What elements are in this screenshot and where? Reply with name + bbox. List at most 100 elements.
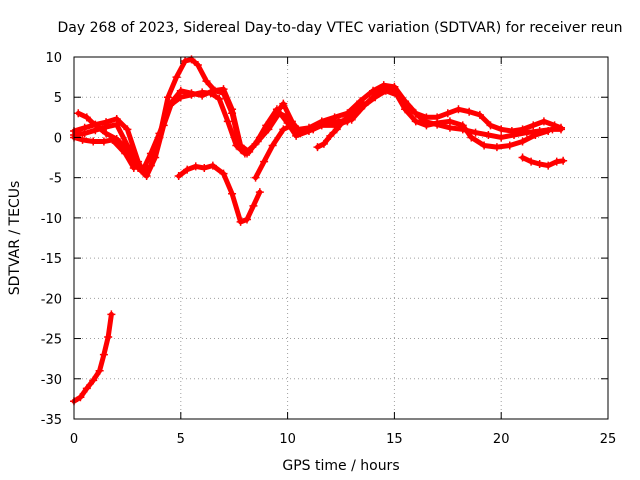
data-point [522, 128, 531, 137]
data-point [351, 102, 360, 111]
series-track [315, 101, 365, 150]
data-point [292, 131, 301, 140]
series-track-d [70, 133, 138, 173]
data-point [486, 121, 495, 130]
data-point [146, 149, 155, 158]
data-point [345, 110, 354, 119]
x-tick-label: 5 [177, 432, 185, 447]
data-point [475, 110, 484, 119]
data-point [313, 143, 322, 152]
data-point [172, 73, 181, 82]
series-track-c [74, 85, 553, 176]
data-point [369, 93, 378, 102]
data-point [121, 149, 130, 158]
y-tick-label: 5 [54, 91, 62, 106]
data-layer [70, 55, 568, 406]
data-point [219, 85, 228, 94]
data-point [559, 156, 568, 165]
data-point [287, 121, 296, 130]
series-track-f [251, 121, 296, 182]
x-tick-label: 15 [386, 432, 403, 447]
data-point [539, 117, 548, 126]
data-point [228, 189, 237, 198]
data-point [326, 131, 335, 140]
series-track-g [313, 99, 367, 152]
data-point [544, 161, 553, 170]
y-tick-label: -15 [41, 252, 62, 267]
series-track-i [70, 310, 116, 406]
data-point [518, 153, 527, 162]
data-point [89, 376, 98, 385]
data-point [112, 120, 121, 129]
data-point [505, 141, 514, 150]
series-track-h [518, 153, 568, 170]
data-point [236, 217, 245, 226]
data-point [317, 121, 326, 130]
y-tick-label: 10 [45, 51, 62, 66]
data-point [181, 57, 190, 66]
data-point [228, 105, 237, 114]
data-point [531, 131, 540, 140]
y-axis-title: SDTVAR / TECUs [7, 181, 23, 296]
data-point [215, 94, 224, 103]
data-point [104, 332, 113, 341]
data-point [99, 350, 108, 359]
data-point [527, 157, 536, 166]
data-point [78, 135, 87, 144]
y-tick-label: -35 [41, 413, 62, 428]
plot-frame [73, 56, 609, 420]
x-tick-label: 0 [70, 432, 78, 447]
series-track [71, 311, 114, 404]
data-point [339, 117, 348, 126]
data-point [223, 117, 232, 126]
data-point [443, 109, 452, 118]
data-point [108, 135, 117, 144]
data-point [80, 129, 89, 138]
data-point [279, 99, 288, 108]
data-point [332, 125, 341, 134]
data-point [107, 310, 116, 319]
y-tick-label: -30 [41, 373, 62, 388]
x-tick-label: 10 [279, 432, 296, 447]
data-point [249, 201, 258, 210]
data-point [557, 125, 566, 134]
data-point [272, 105, 281, 114]
data-point [142, 172, 151, 181]
data-point [544, 127, 553, 136]
data-point [193, 61, 202, 70]
data-point [319, 139, 328, 148]
data-point [510, 131, 519, 140]
data-point [200, 164, 209, 173]
data-point [445, 117, 454, 126]
data-point [518, 137, 527, 146]
data-point [497, 133, 506, 142]
y-tick-label: -10 [41, 212, 62, 227]
data-point [492, 143, 501, 152]
data-point [262, 121, 271, 130]
y-tick-label: -25 [41, 333, 62, 348]
data-point [151, 153, 160, 162]
data-point [174, 172, 183, 181]
data-point [411, 117, 420, 126]
data-point [138, 167, 147, 176]
y-tick-label: -20 [41, 292, 62, 307]
data-point [552, 157, 561, 166]
tick-layer: 0 5 10 15 20 25 10 5 0 -5 -10 -15 -20 -25 -30 -35 [41, 51, 617, 447]
data-point [433, 118, 442, 127]
data-point [176, 93, 185, 102]
chart-title: Day 268 of 2023, Sidereal Day-to-day VTE… [57, 20, 622, 36]
data-point [243, 215, 252, 224]
series-track-e [174, 161, 264, 226]
data-point [251, 173, 260, 182]
series-track-a [70, 55, 566, 178]
data-point [484, 131, 493, 140]
data-point [401, 105, 410, 114]
data-point [390, 86, 399, 95]
data-point [123, 125, 132, 134]
data-point [202, 77, 211, 86]
data-point [471, 128, 480, 137]
x-tick-label: 20 [493, 432, 510, 447]
data-point [208, 161, 217, 170]
data-point [76, 393, 85, 402]
